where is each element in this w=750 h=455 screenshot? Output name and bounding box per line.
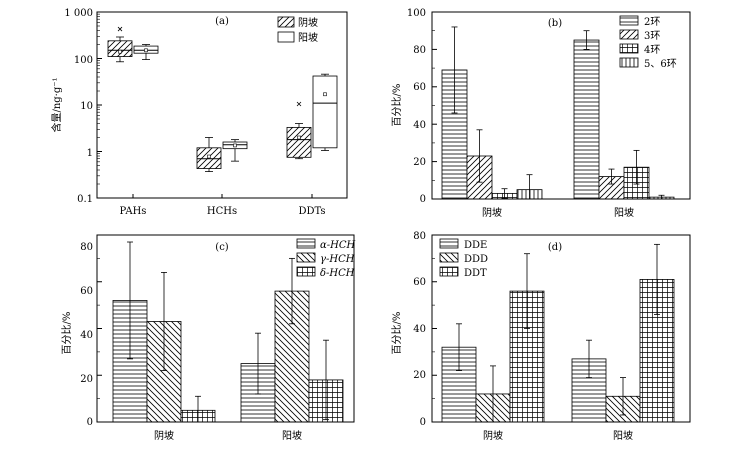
ytick-label: 1: [87, 148, 93, 159]
panel-a-label: (a): [215, 16, 229, 27]
box-outlier-marker: [117, 26, 123, 32]
legend-label: γ-HCH: [320, 254, 355, 265]
panel-b-label: (b): [548, 18, 562, 29]
panel-c-label: (c): [215, 242, 229, 253]
legend-swatch: [277, 16, 295, 28]
box-mean-marker: [144, 48, 148, 53]
panel-b: (b) 百分比/% 0 20 40 60 80 100 阴坡 阳坡 2环 3环 …: [391, 8, 691, 219]
legend-label: α-HCH: [320, 240, 356, 251]
ytick-label: 60: [80, 286, 93, 297]
box-outlier-marker: [296, 101, 302, 107]
ytick-label: 80: [413, 45, 426, 56]
legend-swatch: [277, 31, 295, 43]
legend-label: 4环: [644, 45, 660, 56]
panel-a: (a) 含量/ng·g⁻¹ 1 000 100 10 1 0.1 PAHs HC…: [50, 8, 348, 217]
panel-b-xticks: 阴坡 阳坡: [482, 206, 634, 219]
xtick-label: 阴坡: [154, 429, 174, 442]
box-mean-marker: [297, 135, 301, 140]
legend-label: DDT: [464, 268, 487, 279]
panel-d-legend: DDE DDD DDT: [439, 238, 488, 279]
bar: [573, 39, 600, 200]
legend-swatch: [439, 238, 459, 249]
xtick-label: 阳坡: [614, 206, 634, 219]
legend-label: 阳坡: [298, 31, 318, 44]
panel-c: (c) 百分比/% 0 20 40 60 80 阴坡 阳坡 α-HCH γ-HC…: [61, 234, 356, 442]
panel-d-yticks: 0 20 40 60 80: [413, 231, 426, 428]
xtick-label: DDTs: [298, 206, 325, 217]
panel-c-marks: [97, 234, 344, 423]
panel-d-ylabel: 百分比/%: [391, 312, 403, 355]
ytick-label: 80: [413, 231, 426, 242]
ytick-label: 100: [74, 55, 93, 66]
legend-label: 阴坡: [298, 16, 318, 29]
ytick-label: 20: [80, 374, 93, 385]
xtick-label: 阳坡: [282, 429, 302, 442]
ytick-label: 60: [413, 82, 426, 93]
ytick-label: 20: [413, 157, 426, 168]
ytick-label: 40: [80, 330, 93, 341]
panel-b-frame: [431, 11, 691, 200]
legend-label: DDE: [464, 240, 487, 251]
panel-c-yticks: 0 20 40 60 80: [80, 242, 93, 428]
ytick-label: 40: [413, 120, 426, 131]
ytick-label: 0.1: [77, 194, 93, 205]
legend-swatch: [296, 252, 316, 263]
panel-b-yticks: 0 20 40 60 80 100: [407, 8, 426, 205]
panel-d-label: (d): [548, 242, 562, 253]
legend-label: 5、6环: [644, 59, 677, 70]
ytick-label: 0: [420, 194, 426, 205]
box: [286, 126, 312, 158]
panel-d: (d) 百分比/% 0 20 40 60 80 阴坡 阳坡 DDE DDD DD…: [391, 231, 691, 442]
legend-label: DDD: [464, 254, 488, 265]
box: [107, 40, 133, 57]
legend-swatch: [439, 266, 459, 277]
panel-d-xticks: 阴坡 阳坡: [483, 429, 633, 442]
ytick-label: 0: [87, 417, 93, 428]
xtick-label: 阴坡: [483, 429, 503, 442]
xtick-label: 阴坡: [482, 206, 502, 219]
ytick-label: 0: [420, 417, 426, 428]
xtick-label: 阳坡: [613, 429, 633, 442]
panel-b-legend: 2环 3环 4环 5、6环: [619, 15, 677, 70]
panel-c-legend: α-HCH γ-HCH δ-HCH: [296, 238, 356, 279]
xtick-label: HCHs: [207, 206, 237, 217]
legend-label: δ-HCH: [320, 268, 355, 279]
panel-d-marks: [432, 234, 675, 423]
box-mean-marker: [207, 154, 211, 159]
legend-label: 2环: [644, 17, 660, 28]
panel-a-ylabel: 含量/ng·g⁻¹: [50, 77, 63, 132]
panel-c-ylabel: 百分比/%: [61, 312, 73, 355]
legend-label: 3环: [644, 31, 660, 42]
legend-swatch: [619, 57, 639, 68]
ytick-label: 80: [80, 242, 93, 253]
panel-c-frame: [96, 234, 355, 423]
legend-swatch: [619, 15, 639, 26]
box: [312, 75, 338, 149]
panel-c-xticks: 阴坡 阳坡: [154, 429, 302, 442]
xtick-label: PAHs: [120, 206, 147, 217]
ytick-label: 20: [413, 370, 426, 381]
box-mean-marker: [233, 143, 237, 148]
panel-d-frame: [431, 234, 691, 423]
legend-swatch: [296, 238, 316, 249]
ytick-label: 40: [413, 324, 426, 335]
panel-b-ylabel: 百分比/%: [391, 84, 403, 127]
legend-swatch: [619, 29, 639, 40]
panel-a-frame: [96, 11, 348, 199]
legend-swatch: [439, 252, 459, 263]
ytick-label: 10: [80, 101, 93, 112]
box-mean-marker: [323, 92, 327, 97]
ytick-label: 100: [407, 8, 426, 19]
panel-a-legend: 阴坡 阳坡: [277, 16, 318, 44]
legend-swatch: [296, 266, 316, 277]
box-mean-marker: [118, 49, 122, 54]
ytick-label: 60: [413, 277, 426, 288]
panel-a-yticks: 1 000 100 10 1 0.1: [64, 8, 93, 205]
ytick-label: 1 000: [64, 8, 93, 19]
panel-a-xticks: PAHs HCHs DDTs: [120, 206, 326, 217]
legend-swatch: [619, 43, 639, 54]
panel-a-marks: [97, 11, 338, 199]
panel-b-marks: [432, 11, 675, 200]
